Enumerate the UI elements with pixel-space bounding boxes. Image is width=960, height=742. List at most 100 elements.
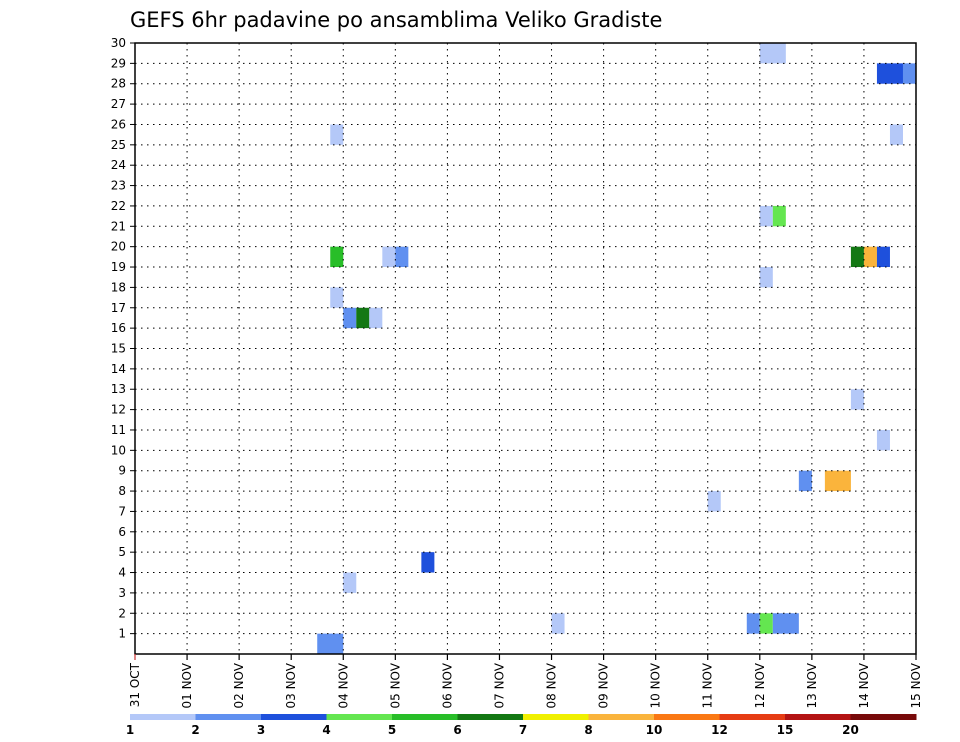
precip-cell-14 [330, 287, 344, 308]
precip-cell-11 [863, 246, 877, 268]
x-tick-label-9: 09 NOV [597, 662, 611, 708]
x-axis: 31 OCT 01 NOV 02 NOV 03 NOV 04 NOV 05 NOV 06 N… [128, 654, 923, 709]
colorbar-swatch-9 [719, 714, 786, 720]
colorbar-label-7: 8 [584, 723, 592, 737]
y-tick-label-13: 13 [111, 382, 126, 396]
precip-cell-2 [902, 63, 916, 84]
x-tick-label-13: 13 NOV [805, 662, 819, 708]
precip-cell-20 [798, 470, 812, 492]
y-tick-label-3: 3 [118, 586, 126, 600]
x-tick-label-11: 11 NOV [701, 662, 715, 708]
precip-cell-7 [330, 246, 344, 268]
precip-cell-16 [356, 307, 370, 329]
colorbar-swatch-0 [130, 714, 196, 720]
y-tick-label-27: 27 [111, 97, 126, 111]
colorbar-label-2: 3 [257, 723, 265, 737]
precip-cell-15 [343, 307, 357, 329]
y-tick-label-10: 10 [111, 443, 126, 457]
y-tick-label-12: 12 [111, 403, 126, 417]
precip-cell-17 [369, 307, 383, 329]
colorbar-label-5: 6 [453, 723, 461, 737]
x-tick-label-2: 02 NOV [232, 662, 246, 708]
y-tick-label-7: 7 [118, 504, 126, 518]
x-tick-label-15: 15 NOV [909, 662, 923, 708]
y-tick-label-2: 2 [118, 606, 126, 620]
colorbar-swatch-6 [523, 714, 589, 720]
colorbar-swatch-5 [457, 714, 524, 720]
colorbar-swatch-3 [326, 714, 393, 720]
y-tick-label-15: 15 [111, 342, 126, 356]
x-tick-label-7: 07 NOV [492, 662, 506, 708]
y-tick-label-26: 26 [111, 117, 126, 131]
precip-cell-21 [824, 470, 851, 492]
y-tick-label-4: 4 [118, 566, 126, 580]
y-tick-label-1: 1 [118, 627, 126, 641]
colorbar-label-1: 2 [191, 723, 199, 737]
colorbar-label-6: 7 [519, 723, 527, 737]
precip-cell-22 [707, 491, 721, 512]
colorbar-label-4: 5 [388, 723, 396, 737]
precip-cell-26 [746, 613, 760, 634]
precip-cell-18 [850, 389, 864, 410]
y-tick-label-22: 22 [111, 199, 126, 213]
y-tick-label-11: 11 [111, 423, 126, 437]
precip-cell-19 [876, 429, 890, 451]
x-tick-label-1: 01 NOV [180, 662, 194, 708]
colorbar-legend: 1 2 3 4 5 6 7 8 10 12 15 20 [126, 714, 917, 737]
x-tick-label-8: 08 NOV [545, 662, 559, 708]
colorbar-label-0: 1 [126, 723, 134, 737]
precip-cell-29 [317, 633, 344, 654]
precip-cell-6 [772, 205, 786, 227]
y-tick-label-14: 14 [111, 362, 126, 376]
precip-cell-23 [421, 552, 435, 573]
precip-cell-24 [343, 572, 357, 593]
colorbar-swatch-8 [654, 714, 720, 720]
precip-cell-3 [330, 124, 344, 145]
precip-cell-13 [759, 267, 773, 288]
y-tick-label-20: 20 [111, 240, 126, 254]
x-tick-label-12: 12 NOV [753, 662, 767, 708]
y-tick-label-24: 24 [111, 158, 126, 172]
precip-cell-28 [772, 613, 799, 634]
precip-cell-4 [889, 124, 903, 145]
y-tick-label-23: 23 [111, 179, 126, 193]
colorbar-label-9: 12 [711, 723, 728, 737]
y-tick-label-6: 6 [118, 525, 126, 539]
precip-cell-0 [759, 43, 786, 64]
y-tick-label-5: 5 [118, 545, 126, 559]
y-tick-label-25: 25 [111, 138, 126, 152]
y-tick-label-16: 16 [111, 321, 126, 335]
colorbar-swatch-1 [195, 714, 262, 720]
x-tick-label-6: 06 NOV [440, 662, 454, 708]
y-tick-label-17: 17 [111, 301, 126, 315]
chart-title: GEFS 6hr padavine po ansamblima Veliko G… [130, 8, 662, 32]
y-tick-label-9: 9 [118, 464, 126, 478]
colorbar-swatch-10 [785, 714, 851, 720]
colorbar-label-11: 20 [842, 723, 859, 737]
x-tick-label-3: 03 NOV [284, 662, 298, 708]
x-tick-label-0: 31 OCT [128, 662, 142, 707]
x-tick-label-5: 05 NOV [388, 662, 402, 708]
precip-cell-1 [876, 63, 903, 84]
precip-cell-5 [759, 205, 773, 227]
y-tick-label-18: 18 [111, 280, 126, 294]
y-axis: 1234567891011121314151617181920212223242… [111, 36, 135, 641]
x-tick-label-4: 04 NOV [336, 662, 350, 708]
y-tick-label-8: 8 [118, 484, 126, 498]
precip-cells [317, 43, 916, 654]
precip-cell-12 [876, 246, 890, 268]
grid-lines [135, 43, 916, 654]
colorbar-swatch-4 [392, 714, 458, 720]
colorbar-label-3: 4 [322, 723, 330, 737]
colorbar-label-8: 10 [646, 723, 663, 737]
colorbar-swatch-7 [588, 714, 655, 720]
precip-cell-9 [395, 246, 409, 268]
x-tick-label-14: 14 NOV [857, 662, 871, 708]
y-tick-label-21: 21 [111, 219, 126, 233]
colorbar-label-10: 15 [777, 723, 794, 737]
precip-cell-10 [850, 246, 864, 268]
precip-cell-25 [551, 613, 565, 634]
y-tick-label-28: 28 [111, 77, 126, 91]
precip-cell-27 [759, 613, 773, 634]
